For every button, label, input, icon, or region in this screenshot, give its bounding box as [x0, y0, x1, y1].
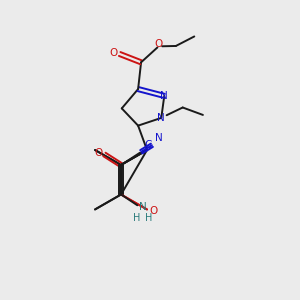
Text: O: O	[94, 148, 103, 158]
Text: N: N	[139, 202, 147, 212]
Text: N: N	[160, 91, 168, 101]
Text: C: C	[144, 140, 152, 150]
Text: O: O	[155, 39, 163, 49]
Text: O: O	[149, 206, 158, 216]
Text: N: N	[158, 113, 165, 123]
Text: H: H	[133, 213, 140, 224]
Text: O: O	[109, 48, 117, 59]
Text: H: H	[145, 213, 152, 224]
Text: N: N	[155, 133, 163, 143]
